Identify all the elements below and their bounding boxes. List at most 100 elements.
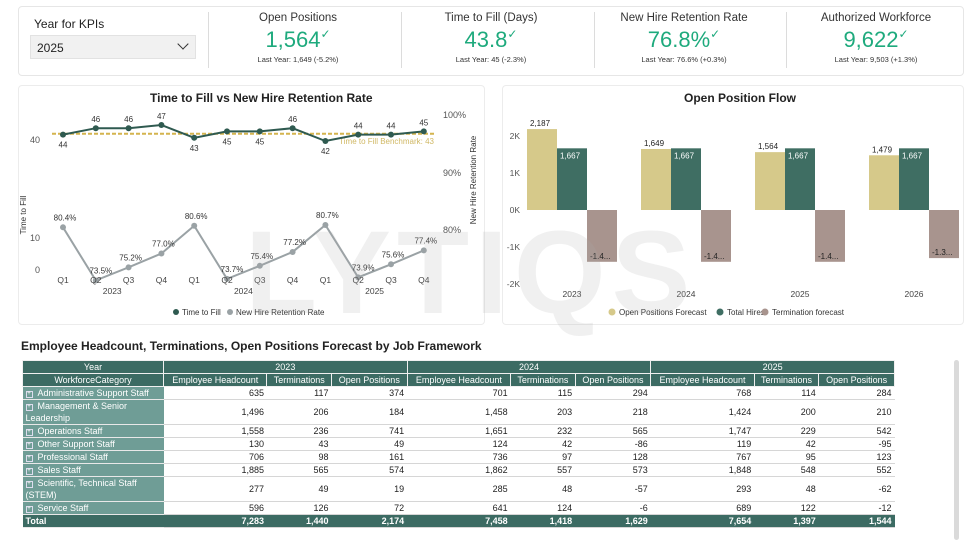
table-row: + Professional Staff 706 98 161 736 97 128 767 95… xyxy=(22,450,895,464)
retention-rate-point xyxy=(191,222,198,229)
total-cell: 7,458 xyxy=(407,514,511,528)
metric-header: Terminations xyxy=(510,373,576,387)
bar-2 xyxy=(587,210,617,262)
retention-rate-line xyxy=(62,223,425,282)
kpi-title: New Hire Retention Rate xyxy=(620,12,748,24)
x-tick-label: 2025 xyxy=(791,289,810,299)
value-cell: -57 xyxy=(575,476,651,502)
expand-icon[interactable]: + xyxy=(25,391,33,398)
year-column-header: 2023 xyxy=(163,360,408,374)
total-cell: 1,418 xyxy=(510,514,576,528)
bar-1 xyxy=(899,148,929,210)
value-cell: 95 xyxy=(754,450,819,464)
value-cell: 161 xyxy=(331,450,408,464)
metric-header: Employee Headcount xyxy=(406,373,512,387)
value-cell: 98 xyxy=(266,450,332,464)
table-title: Employee Headcount, Terminations, Open P… xyxy=(21,339,482,353)
kpi-value: 1,564✓ xyxy=(208,27,388,53)
legend-marker xyxy=(716,308,724,316)
value-cell: 43 xyxy=(266,437,332,451)
y-tick-label: 2K xyxy=(510,131,521,141)
value-cell: 48 xyxy=(754,476,819,502)
bar-0 xyxy=(641,148,671,210)
value-cell: 1,458 xyxy=(407,399,511,425)
category-cell: + Scientific, Technical Staff (STEM) xyxy=(22,476,164,502)
bar-1 xyxy=(671,148,701,210)
category-label: Other Support Staff xyxy=(37,439,115,449)
retention-rate-data-label: 75.6% xyxy=(382,250,405,259)
metric-header: Terminations xyxy=(266,373,332,387)
bar-data-label: 2,187 xyxy=(530,119,551,128)
value-cell: 293 xyxy=(650,476,755,502)
kpi-divider xyxy=(208,12,209,68)
category-cell: + Management & Senior Leadership xyxy=(22,399,164,425)
y-tick-label: -2K xyxy=(507,279,521,289)
legend-label: Total Hires xyxy=(727,308,765,317)
metric-header: Terminations xyxy=(753,373,820,387)
legend-marker xyxy=(227,309,233,315)
kpi-divider xyxy=(786,12,787,68)
retention-rate-data-label: 80.7% xyxy=(316,211,339,220)
year-slicer-dropdown[interactable]: 2025 xyxy=(30,35,196,59)
value-cell: 122 xyxy=(754,501,819,515)
time-to-fill-data-label: 45 xyxy=(255,137,264,146)
retention-rate-data-label: 77.0% xyxy=(152,239,175,248)
time-to-fill-data-label: 46 xyxy=(288,115,297,124)
x-year-label: 2025 xyxy=(365,286,384,296)
time-to-fill-point xyxy=(420,128,427,135)
time-to-fill-chart-title: Time to Fill vs New Hire Retention Rate xyxy=(150,91,373,105)
expand-icon[interactable]: + xyxy=(25,442,33,449)
total-cell: 1,440 xyxy=(266,514,332,528)
table-row: + Sales Staff 1,885 565 574 1,862 557 573 1,848 5… xyxy=(22,463,895,477)
expand-icon[interactable]: + xyxy=(25,506,33,513)
total-cell: 1,629 xyxy=(575,514,651,528)
metric-header: Open Positions xyxy=(330,373,408,387)
total-row: Total 7,283 1,440 2,174 7,458 1,418 1,629 7,654… xyxy=(22,514,895,528)
expand-icon[interactable]: + xyxy=(25,468,33,475)
x-tick-label: 2024 xyxy=(677,289,696,299)
y2-tick-label: 90% xyxy=(443,168,461,178)
x-tick-label: Q3 xyxy=(254,275,266,285)
expand-icon[interactable]: + xyxy=(25,404,33,411)
expand-icon[interactable]: + xyxy=(25,481,33,488)
value-cell: 126 xyxy=(266,501,332,515)
y-tick-label: 1K xyxy=(510,168,521,178)
value-cell: 119 xyxy=(650,437,755,451)
value-cell: 1,496 xyxy=(163,399,267,425)
kpi-divider xyxy=(594,12,595,68)
value-cell: 285 xyxy=(407,476,511,502)
value-cell: 736 xyxy=(407,450,511,464)
legend-marker xyxy=(608,308,616,316)
kpi-row xyxy=(18,6,964,76)
bar-data-label: 1,667 xyxy=(788,151,809,160)
kpi-value-text: 76.8% xyxy=(647,27,711,52)
chevron-down-icon[interactable] xyxy=(177,38,189,50)
metric-header: Employee Headcount xyxy=(162,373,268,387)
x-tick-label: Q1 xyxy=(57,275,69,285)
value-cell: 203 xyxy=(510,399,576,425)
total-cell: 7,283 xyxy=(163,514,267,528)
time-to-fill-data-label: 42 xyxy=(321,147,330,156)
value-cell: 114 xyxy=(754,386,819,400)
year-column-header: 2025 xyxy=(650,360,895,374)
category-label: Administrative Support Staff xyxy=(37,388,149,398)
kpi-title: Authorized Workforce xyxy=(820,12,932,24)
time-to-fill-data-label: 45 xyxy=(419,118,428,127)
kpi-value-text: 9,622 xyxy=(843,27,899,52)
open-position-flow-title: Open Position Flow xyxy=(684,91,796,105)
retention-rate-point xyxy=(355,274,362,281)
time-to-fill-data-label: 45 xyxy=(223,137,232,146)
retention-rate-point xyxy=(420,247,427,254)
expand-icon[interactable]: + xyxy=(25,429,33,436)
value-cell: 689 xyxy=(650,501,755,515)
bar-data-label: 1,667 xyxy=(902,151,923,160)
expand-icon[interactable]: + xyxy=(25,455,33,462)
retention-rate-data-label: 77.4% xyxy=(414,236,437,245)
kpi-value: 9,622✓ xyxy=(786,27,966,53)
retention-rate-point xyxy=(289,248,296,255)
benchmark-label: Time to Fill Benchmark: 43 xyxy=(339,137,434,146)
category-cell: + Sales Staff xyxy=(22,463,164,477)
value-cell: 42 xyxy=(510,437,576,451)
kpi-title: Time to Fill (Days) xyxy=(444,12,538,24)
table-scrollbar[interactable] xyxy=(954,360,959,540)
